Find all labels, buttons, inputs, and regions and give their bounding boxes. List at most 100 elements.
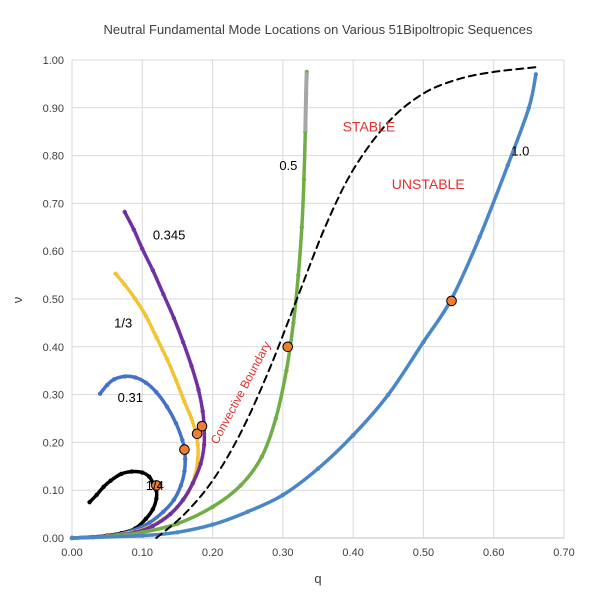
series-line: [70, 210, 207, 540]
series-point: [154, 390, 159, 395]
series-point: [122, 282, 127, 287]
neutral-point: [282, 341, 294, 353]
series-point: [180, 339, 186, 345]
series-point: [131, 227, 137, 232]
y-tick-label: 0.40: [43, 342, 64, 354]
series-point: [299, 225, 305, 230]
series-point: [171, 315, 177, 321]
series-point: [386, 392, 391, 397]
series-point: [526, 105, 532, 111]
series-point: [143, 313, 148, 318]
series-point: [200, 409, 205, 414]
y-tick-label: 0.10: [43, 485, 64, 497]
series-line: [155, 66, 537, 539]
series-point: [113, 271, 118, 276]
series-point: [133, 375, 138, 380]
series-point: [210, 522, 215, 527]
series-point: [245, 509, 250, 514]
series-point: [505, 162, 510, 168]
series-point: [350, 433, 356, 438]
series-point: [182, 468, 187, 474]
series-point: [122, 209, 127, 215]
x-tick-label: 0.70: [553, 547, 574, 559]
series-label: 0.345: [153, 227, 186, 242]
neutral-point: [196, 420, 208, 432]
series-point: [101, 484, 106, 490]
x-axis-title: q: [314, 571, 321, 586]
neutral-point: [179, 444, 190, 455]
series-point: [140, 530, 145, 535]
x-tick-label: 0.00: [61, 547, 82, 559]
series-point: [143, 380, 148, 385]
region-annotation: UNSTABLE: [392, 176, 465, 192]
labels-layer: 1/4 0.31 1/3 0.345 0.5 1.0 STABLE UNSTABLE Conve…: [114, 119, 529, 494]
neutral-point: [191, 428, 203, 440]
series-label: 1/3: [114, 316, 132, 331]
series-point: [196, 387, 201, 393]
series-point: [122, 374, 127, 379]
series-label: 1.0: [511, 144, 529, 159]
neutral-point: [446, 295, 457, 307]
series-point: [69, 535, 75, 541]
y-axis-title: ν: [10, 297, 25, 304]
series-point: [238, 483, 243, 488]
series-point: [111, 377, 117, 382]
series-point: [164, 404, 170, 409]
series-point: [133, 296, 138, 302]
series-point: [210, 504, 215, 510]
series-point: [119, 471, 124, 477]
series-point: [150, 268, 156, 273]
series-point: [161, 509, 166, 514]
series-layer: [69, 66, 539, 541]
series-point: [140, 470, 145, 475]
x-tick-label: 0.50: [413, 547, 434, 559]
series-label: 1/4: [146, 478, 164, 493]
boundary-annotation: Convective Boundary: [208, 339, 274, 446]
series-point: [198, 461, 203, 467]
series-point: [315, 466, 321, 471]
series-point: [171, 497, 177, 502]
series-point: [180, 497, 186, 502]
y-tick-label: 0.90: [43, 103, 64, 115]
series-label: 0.5: [279, 158, 297, 173]
series-point: [195, 442, 201, 447]
y-tick-label: 0.80: [43, 151, 64, 163]
series-point: [273, 416, 279, 421]
series-point: [284, 368, 289, 373]
series-point: [296, 272, 301, 278]
series-point: [280, 492, 286, 498]
series-point: [143, 516, 148, 522]
x-tick-label: 0.10: [132, 547, 153, 559]
series-point: [190, 480, 196, 486]
series-point: [291, 320, 296, 326]
y-tick-label: 0.50: [43, 294, 64, 306]
series-point: [108, 478, 113, 483]
y-tick-label: 0.00: [43, 533, 64, 545]
series-point: [154, 335, 159, 340]
series-point: [182, 399, 187, 404]
series-line-tail: [303, 71, 309, 132]
series-point: [129, 469, 134, 474]
series-point: [168, 511, 173, 517]
series-point: [164, 356, 170, 361]
series-point: [104, 382, 110, 388]
y-tick-label: 0.20: [43, 437, 64, 449]
series-point: [195, 456, 201, 462]
series-point: [150, 523, 156, 529]
series-point: [259, 454, 264, 459]
series-point: [477, 234, 482, 240]
series-point: [94, 492, 99, 498]
neutral-points-layer: [151, 295, 457, 491]
series-point: [147, 520, 152, 525]
series-point: [173, 421, 179, 426]
series-point: [140, 533, 145, 538]
series-point: [161, 292, 166, 297]
series-point: [154, 496, 159, 502]
series-point: [178, 483, 184, 488]
neutral-point: [151, 480, 162, 491]
x-tick-label: 0.20: [202, 547, 223, 559]
axes: 0.00 0.10 0.20 0.30 0.40 0.50 0.60 0.70 0.00 0.10…: [43, 55, 575, 559]
series-point: [173, 378, 179, 383]
y-tick-label: 0.70: [43, 198, 64, 210]
